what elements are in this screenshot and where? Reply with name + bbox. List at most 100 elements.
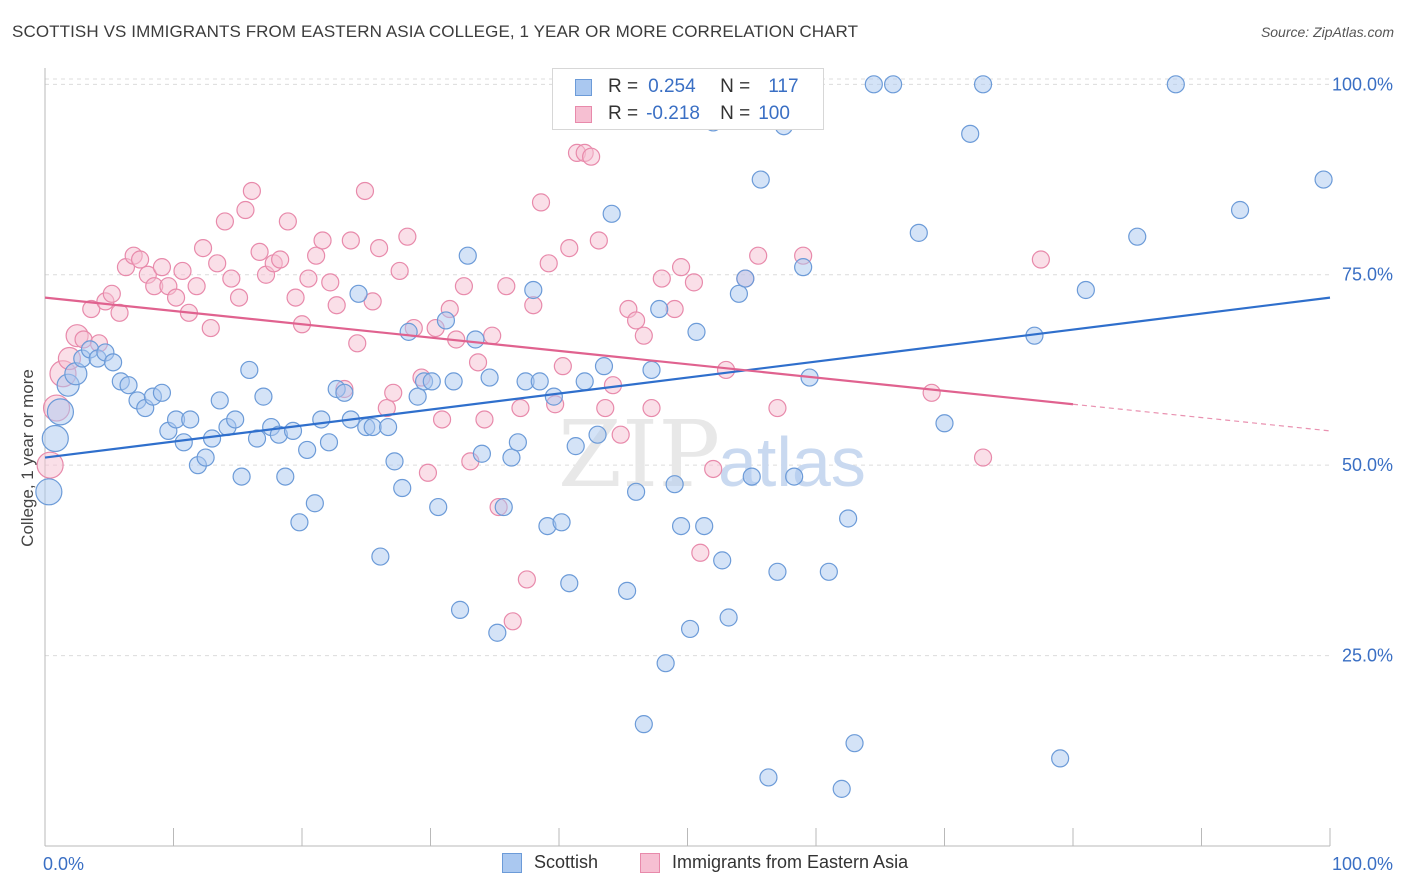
scottish-point xyxy=(680,619,700,639)
scottish-point xyxy=(575,372,594,391)
scottish-point xyxy=(35,478,63,506)
scottish-point xyxy=(588,425,607,444)
scottish-point xyxy=(626,482,646,501)
immigrants-point xyxy=(560,238,579,258)
scottish-point xyxy=(247,429,267,448)
legend-swatch-scottish xyxy=(575,78,592,96)
scottish-point xyxy=(46,398,75,426)
scottish-point xyxy=(502,448,521,467)
immigrants-point xyxy=(82,299,101,319)
scottish-point xyxy=(794,258,813,277)
immigrants-point xyxy=(355,181,375,201)
immigrants-point xyxy=(475,410,494,429)
immigrants-point xyxy=(454,277,474,296)
correlation-legend: R = 0.254 N = 117 R = -0.218 N = 100 xyxy=(552,68,824,130)
r-value-immigrants: -0.218 xyxy=(646,103,700,124)
immigrants-point xyxy=(102,284,121,303)
immigrants-point xyxy=(517,570,536,589)
r-label: R = xyxy=(608,103,639,124)
scottish-point xyxy=(1076,280,1095,300)
immigrants-point xyxy=(684,273,704,292)
x-tick-label-max: 100.0% xyxy=(1332,854,1393,874)
immigrants-point xyxy=(363,292,382,311)
immigrants-point xyxy=(377,398,396,418)
immigrants-point xyxy=(341,231,360,250)
scottish-point xyxy=(399,322,418,341)
scottish-point xyxy=(466,330,485,349)
immigrants-point xyxy=(497,277,516,296)
legend-row-scottish: R = 0.254 N = 117 xyxy=(575,75,799,99)
immigrants-point xyxy=(432,410,452,429)
immigrants-point xyxy=(278,212,297,231)
immigrants-point xyxy=(321,273,340,292)
scottish-point xyxy=(210,391,229,410)
immigrants-point xyxy=(665,299,684,319)
r-label: R = xyxy=(608,76,639,97)
immigrants-point xyxy=(36,451,64,479)
scottish-point xyxy=(560,574,579,593)
scottish-point xyxy=(480,368,499,387)
scottish-point xyxy=(1230,200,1250,220)
immigrants-point xyxy=(503,612,522,631)
trend-line-immigrants xyxy=(44,296,1074,406)
scottish-point xyxy=(152,383,172,402)
immigrants-point xyxy=(539,254,558,273)
scottish-point xyxy=(839,509,858,528)
scottish-point xyxy=(444,372,463,391)
legend-swatch-scottish xyxy=(502,852,522,873)
legend-label-scottish: Scottish xyxy=(534,852,599,872)
immigrants-point xyxy=(307,246,326,265)
y-tick-label-100: 100.0% xyxy=(1332,74,1393,94)
scottish-point xyxy=(909,223,928,242)
scottish-point xyxy=(472,444,491,463)
immigrants-point xyxy=(691,543,710,562)
n-label: N = xyxy=(720,103,751,124)
y-tick-label-75: 75.0% xyxy=(1342,265,1393,285)
y-tick-label-25: 25.0% xyxy=(1342,646,1393,666)
scottish-point xyxy=(524,280,543,300)
immigrants-point xyxy=(626,311,646,330)
legend-swatch-immigrants xyxy=(575,105,592,123)
scottish-point xyxy=(494,497,513,517)
immigrants-point xyxy=(313,231,332,250)
immigrants-point xyxy=(704,459,723,479)
immigrants-point xyxy=(468,353,488,372)
scottish-point xyxy=(768,562,787,581)
scottish-point xyxy=(751,170,770,189)
scottish-point xyxy=(335,383,354,402)
immigrants-point xyxy=(652,269,671,288)
immigrants-point xyxy=(166,288,186,307)
scottish-point xyxy=(845,734,864,753)
scottish-point xyxy=(665,475,684,494)
immigrants-point xyxy=(327,296,346,315)
scottish-point xyxy=(883,75,903,94)
scottish-point xyxy=(276,467,295,486)
scottish-point xyxy=(736,269,755,288)
immigrants-point xyxy=(201,318,220,338)
scottish-point xyxy=(196,448,215,467)
immigrants-point xyxy=(286,288,305,307)
scottish-point xyxy=(566,437,585,456)
watermark-atlas: atlas xyxy=(718,423,866,501)
legend-row-immigrants: R = -0.218 N = 100 xyxy=(575,102,790,126)
immigrants-point xyxy=(671,258,691,277)
immigrants-point xyxy=(642,398,661,418)
scottish-point xyxy=(254,387,273,406)
scottish-point xyxy=(742,467,761,486)
immigrants-point xyxy=(384,383,403,402)
scottish-point xyxy=(832,779,851,798)
scottish-point xyxy=(552,513,571,532)
scottish-point xyxy=(713,551,732,570)
scottish-point xyxy=(422,372,441,391)
x-tick-label-min: 0.0% xyxy=(43,854,84,874)
series-scottish-points xyxy=(35,75,1333,798)
scottish-point xyxy=(1051,749,1070,768)
immigrants-point xyxy=(524,296,543,315)
scottish-point xyxy=(41,424,69,453)
scottish-point xyxy=(759,768,778,787)
immigrants-point xyxy=(596,398,615,418)
scottish-point xyxy=(378,417,398,437)
immigrants-point xyxy=(390,261,409,281)
scottish-point xyxy=(319,433,339,452)
